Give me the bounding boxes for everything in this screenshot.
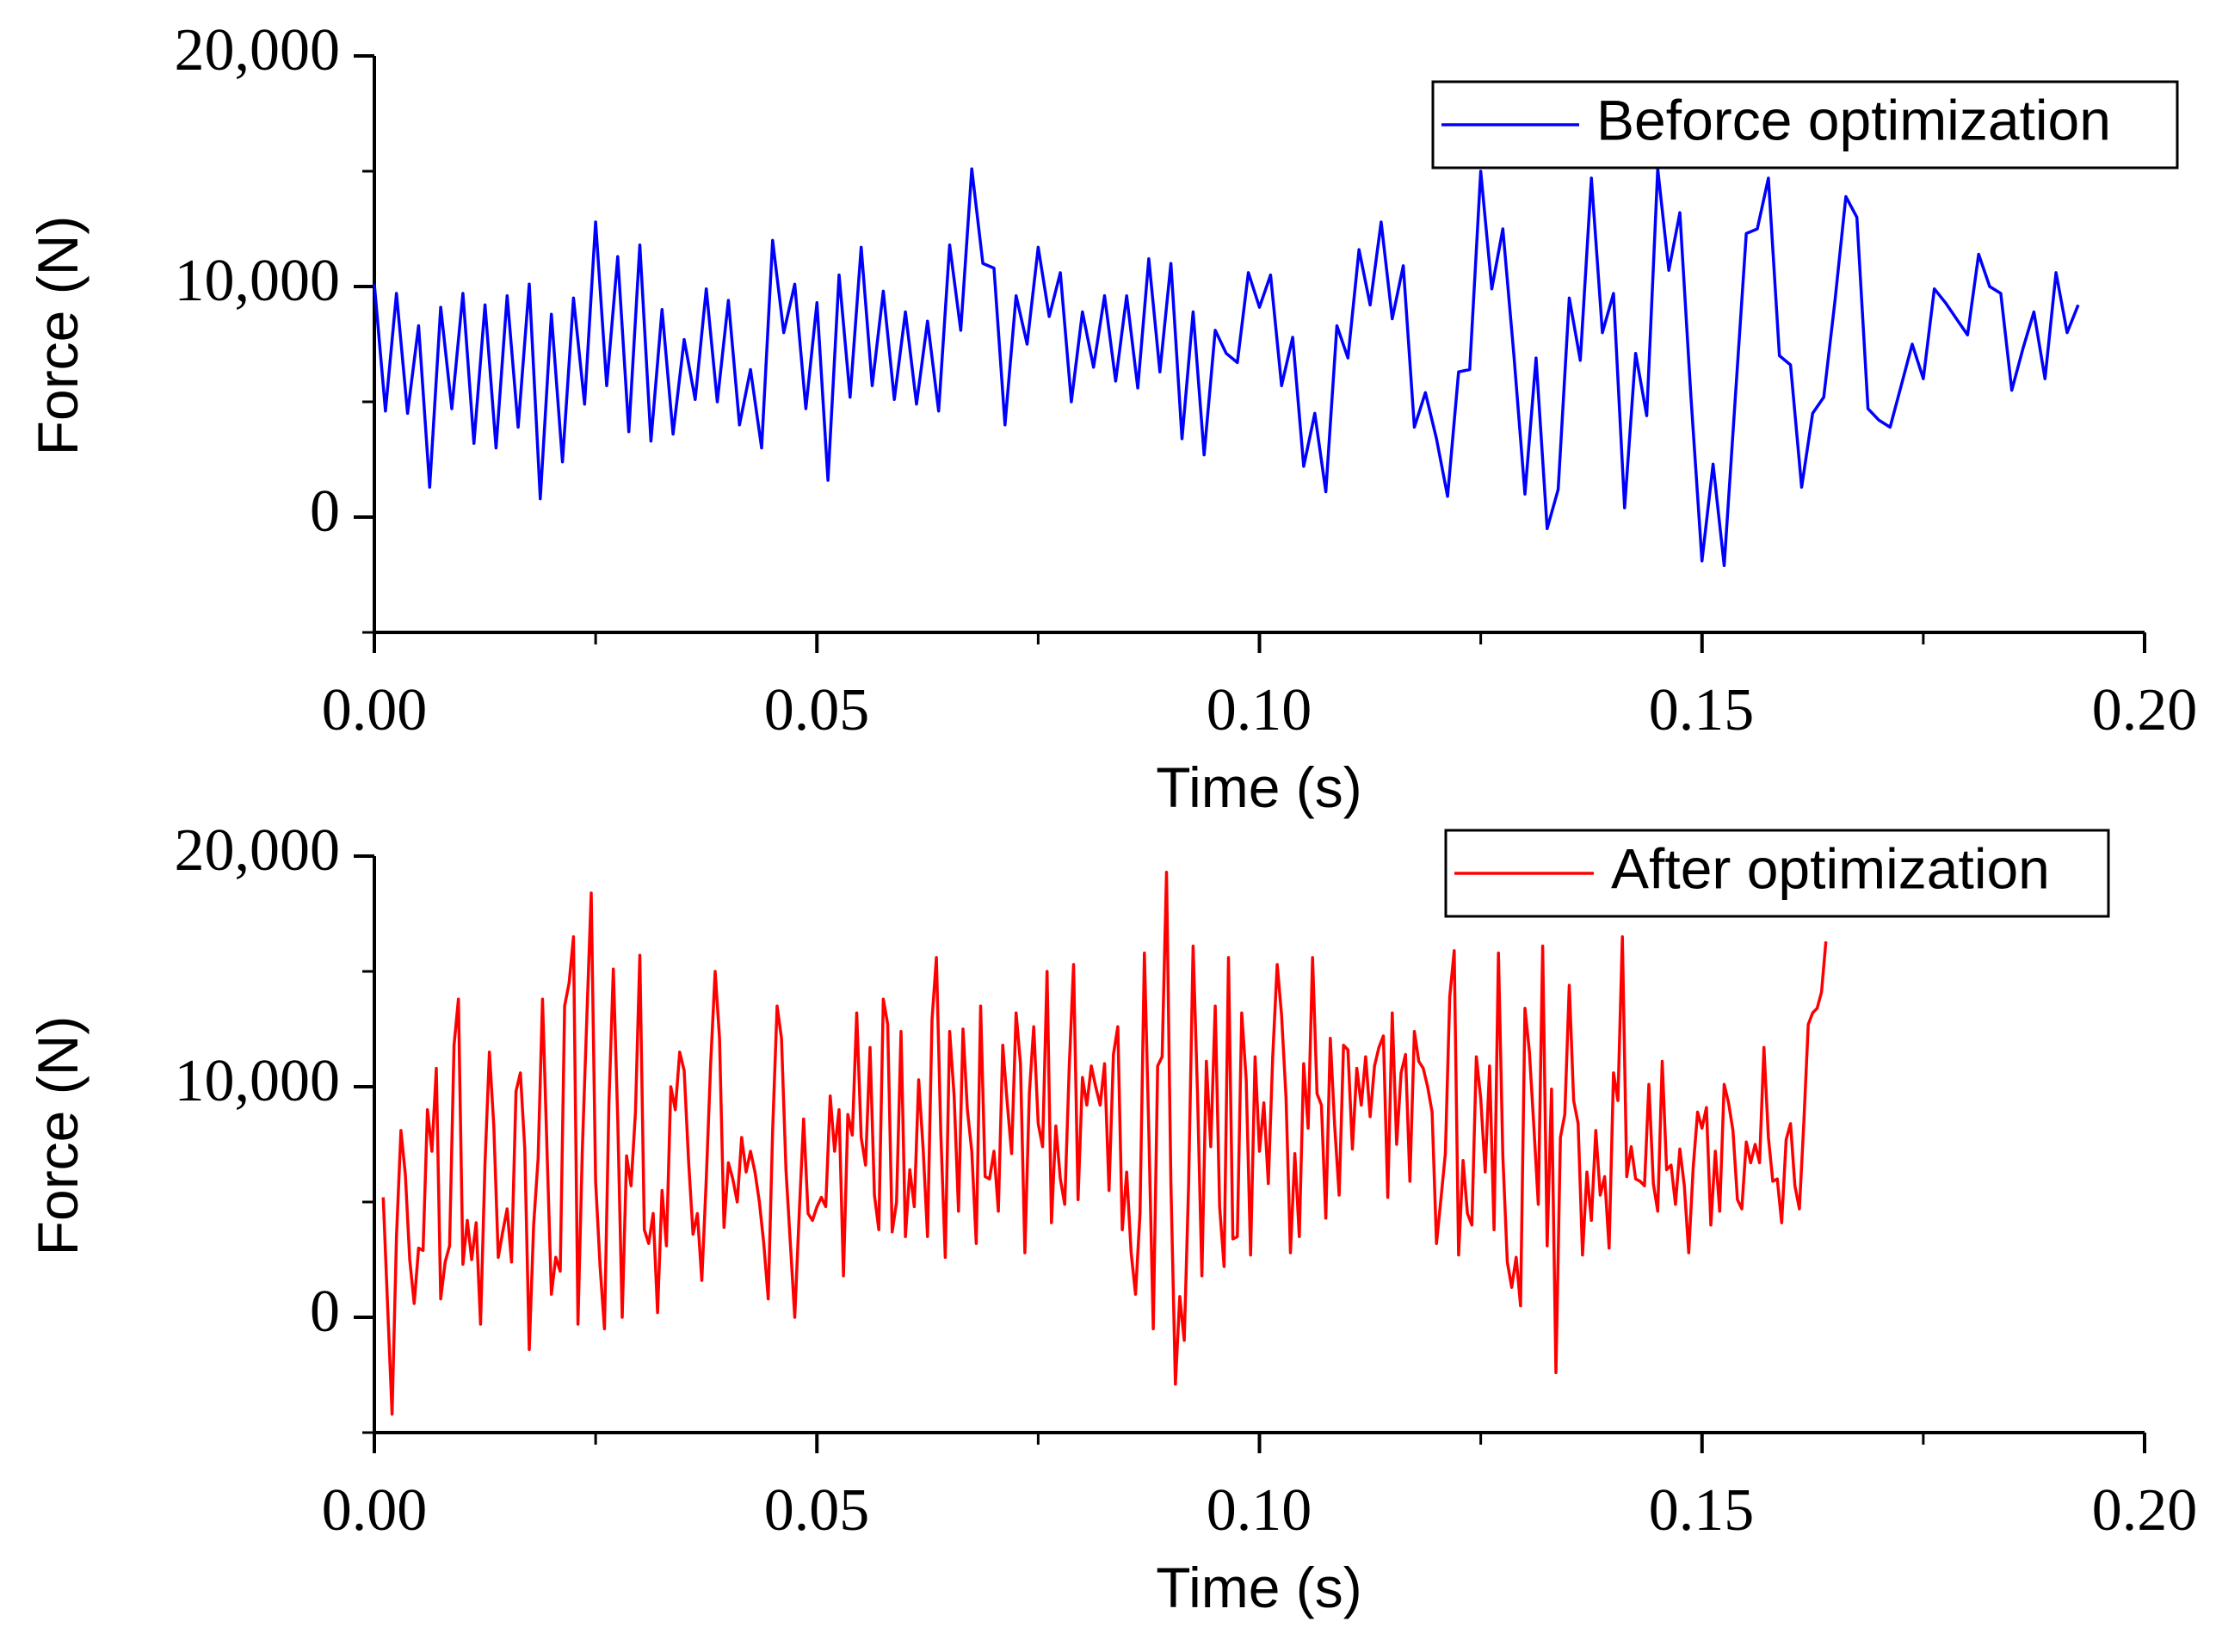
chart-bottom: 20,000 10,000 0 0.00 0.05 0.10 0.15 0.20… [26, 817, 2197, 1619]
bottom-y-axis-title: Force (N) [26, 1016, 90, 1256]
top-y-tick-label: 20,000 [175, 17, 341, 83]
bottom-x-tick-label: 0.05 [764, 1477, 870, 1544]
top-y-axis-title: Force (N) [26, 216, 90, 456]
bottom-x-axis-title: Time (s) [1156, 1556, 1362, 1619]
top-legend: Beforce optimization [1431, 80, 2179, 170]
chart-top: 20,000 10,000 0 0.00 0.05 0.10 0.15 0.20… [26, 17, 2197, 819]
top-x-tick-label: 0.20 [2092, 677, 2198, 743]
top-x-tick-label: 0.05 [764, 677, 870, 743]
bottom-legend-label: After optimization [1611, 836, 2050, 900]
top-x-axis-title: Time (s) [1156, 755, 1362, 819]
bottom-y-tick-label: 0 [310, 1279, 340, 1345]
top-ticks [354, 54, 2146, 653]
top-x-tick-label: 0.15 [1649, 677, 1755, 743]
bottom-ticks [354, 854, 2146, 1453]
bottom-x-tick-label: 0.00 [322, 1477, 428, 1544]
top-x-tick-label: 0.10 [1207, 677, 1312, 743]
bottom-x-tick-label: 0.20 [2092, 1477, 2198, 1544]
bottom-y-tick-label: 20,000 [175, 817, 341, 884]
bottom-x-tick-label: 0.10 [1207, 1477, 1312, 1544]
bottom-series-line [381, 871, 1828, 1416]
top-y-tick-label: 0 [310, 478, 340, 545]
bottom-x-tick-label: 0.15 [1649, 1477, 1755, 1544]
top-legend-label: Beforce optimization [1596, 88, 2111, 151]
bottom-y-tick-label: 10,000 [175, 1048, 341, 1114]
bottom-legend: After optimization [1444, 829, 2110, 918]
top-y-tick-label: 10,000 [175, 248, 341, 314]
top-x-tick-label: 0.00 [322, 677, 428, 743]
top-series-line [373, 167, 2080, 568]
